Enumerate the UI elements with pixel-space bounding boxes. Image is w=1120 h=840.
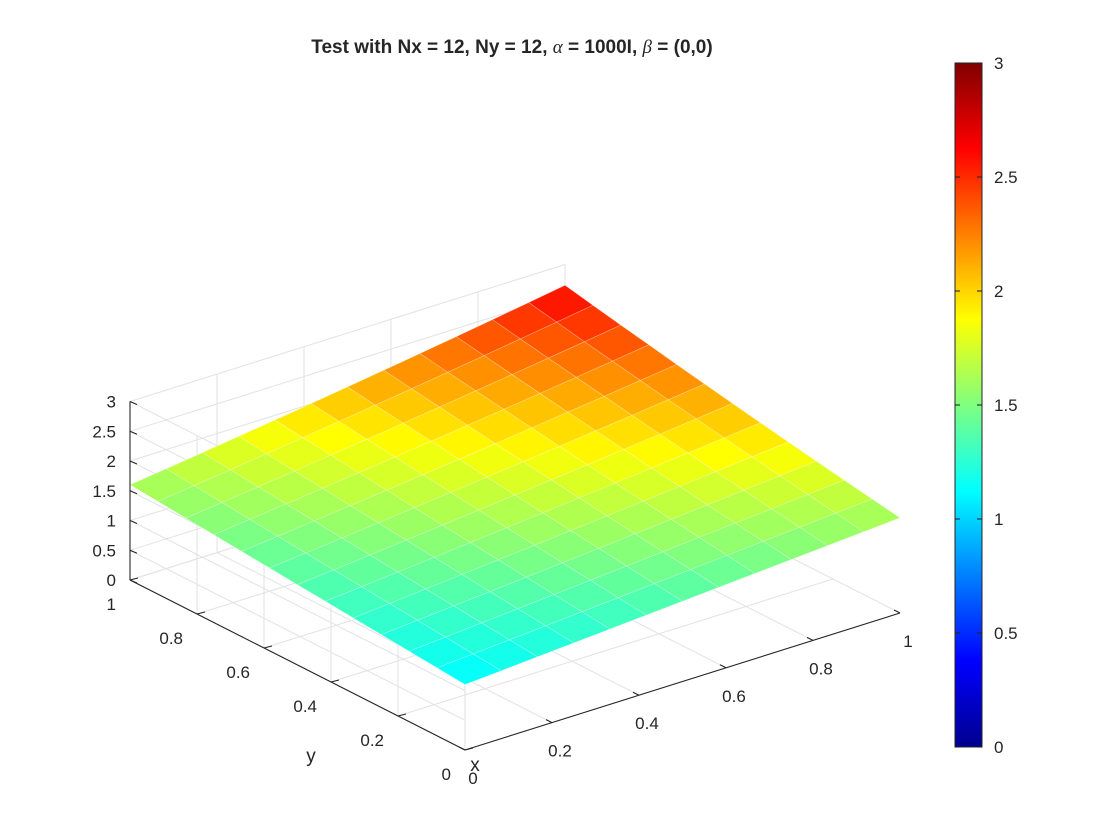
y-axis-label: y [306, 746, 316, 767]
z-tick-mark [129, 400, 138, 406]
y-tick-mark [263, 645, 273, 649]
y-axis-line [129, 579, 466, 751]
y-tick-mark [196, 611, 206, 615]
x-tick-label: 0.2 [548, 742, 572, 761]
surface-cell [611, 344, 678, 381]
z-tick-label: 1 [107, 512, 116, 531]
x-tick-label: 0.6 [722, 687, 746, 706]
y-tick-mark [129, 577, 139, 581]
z-tick-mark [129, 519, 138, 525]
x-tick-mark [458, 746, 466, 751]
colorbar-tick-label: 1 [994, 510, 1003, 529]
x-tick-mark [545, 719, 553, 724]
x-tick-mark [893, 609, 901, 614]
y-tick-label: 0.4 [293, 697, 317, 716]
colorbar-tick-label: 1.5 [994, 396, 1018, 415]
x-tick-label: 0 [468, 769, 477, 788]
colorbar-ticks: 0 0.5 1 1.5 2 2.5 3 [955, 54, 1018, 757]
colorbar-tick-label: 3 [994, 54, 1003, 73]
surface-cell [807, 479, 873, 514]
x-axis-label: x [470, 755, 480, 776]
colorbar-tick-label: 0 [994, 738, 1003, 757]
axes-ticks: 0 0.2 0.4 0.6 0.8 1 0 0.2 0.4 0.6 0.8 1 0 0.5 1 1.5 2 2.5… [92, 393, 912, 789]
y-tick-mark [464, 747, 474, 751]
x-axis-line [464, 612, 901, 751]
z-tick-label: 0.5 [92, 541, 116, 560]
surface-cell [723, 422, 789, 458]
y-tick-label: 0.8 [159, 629, 183, 648]
y-tick-label: 0 [442, 765, 451, 784]
x-tick-label: 0.8 [809, 659, 833, 678]
z-tick-mark [129, 549, 138, 554]
colorbar-tick-label: 2 [994, 282, 1003, 301]
z-tick-label: 0 [107, 571, 116, 590]
z-tick-mark [129, 490, 138, 495]
z-tick-mark [129, 460, 138, 465]
colorbar-tick-label: 0.5 [994, 624, 1018, 643]
chart-title: Test with Nx = 12, Ny = 12, α = 1000I, β… [311, 37, 712, 58]
surface-cell [556, 304, 622, 343]
y-tick-mark [397, 713, 407, 717]
y-tick-label: 0.2 [360, 731, 384, 750]
y-tick-mark [330, 679, 340, 683]
z-tick-label: 1.5 [92, 482, 116, 501]
y-tick-label: 0.6 [226, 663, 250, 682]
z-tick-mark [129, 579, 138, 584]
surface-cell [835, 498, 901, 533]
surface-cell [695, 403, 762, 439]
x-tick-label: 1 [903, 632, 912, 651]
x-tick-mark [632, 691, 640, 696]
y-tick-label: 1 [107, 595, 116, 614]
z-tick-label: 2.5 [92, 422, 116, 441]
z-tick-label: 2 [107, 452, 116, 471]
x-tick-mark [719, 664, 727, 669]
surface-plot [129, 284, 901, 685]
z-tick-mark [129, 430, 138, 435]
colorbar-tick-label: 2.5 [994, 168, 1018, 187]
x-tick-label: 0.4 [635, 714, 659, 733]
z-tick-label: 3 [107, 393, 116, 412]
x-tick-mark [806, 636, 814, 641]
